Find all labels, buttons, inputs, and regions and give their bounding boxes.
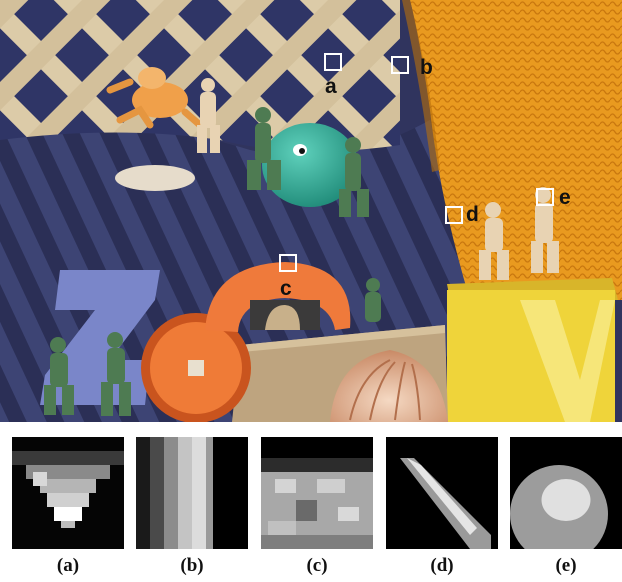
caption-b: (b) [180,555,204,576]
beige-soldiers [197,78,559,280]
wooden-lattice [0,0,400,152]
caption-d: (d) [430,555,454,576]
orange-foam-disk [141,313,251,422]
patch-e [510,437,622,549]
caption-e: (e) [555,555,577,576]
yellow-box [447,278,618,422]
toy-frog [106,67,204,129]
location-markers [279,53,554,272]
marker-label-e: e [559,186,571,209]
marker-e-box [536,188,554,206]
orange-knit-fabric [410,0,622,300]
caption-a: (a) [56,555,80,576]
marker-a-box [324,53,342,71]
marker-d-box [445,206,463,224]
marker-c-box [279,254,297,272]
white-pebble [115,165,195,191]
green-soldiers [44,107,381,416]
patch-b [136,437,248,549]
marker-label-a: a [325,75,337,98]
marker-label-c: c [280,277,292,300]
teal-toy [262,123,358,207]
marker-label-b: b [420,56,433,79]
orange-foam-q [205,262,351,332]
blue-foam-letter [40,270,160,405]
seashell [330,350,448,422]
patch-d [386,437,498,549]
scene-photo [0,0,622,422]
marker-b-box [391,56,409,74]
marker-label-d: d [466,203,479,226]
patch-a [12,437,124,549]
patch-c [261,437,373,549]
caption-c: (c) [306,555,328,576]
